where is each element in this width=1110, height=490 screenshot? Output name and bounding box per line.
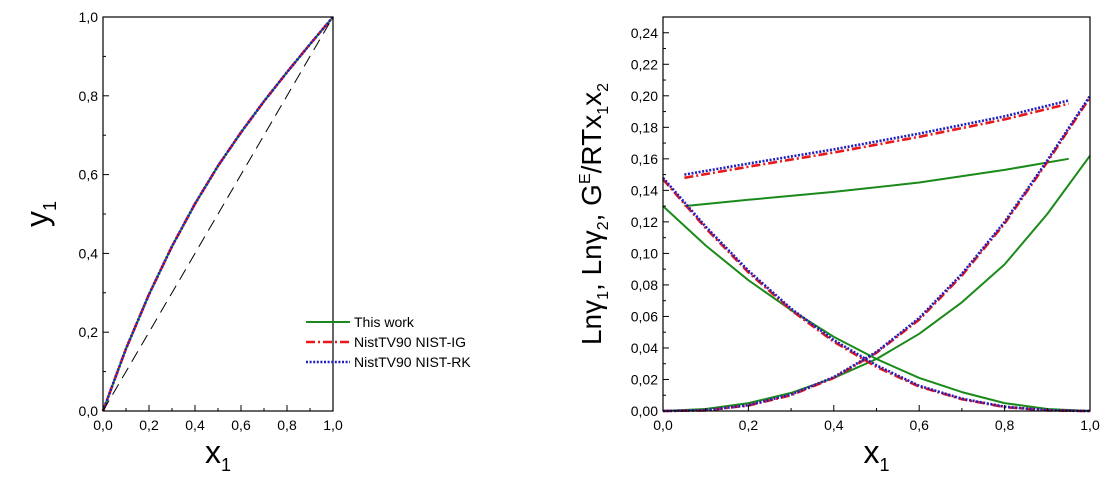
x-tick-label: 0,0 (653, 417, 673, 433)
chart-left: 0,0 0,2 0,4 0,6 0,8 1,0 0,0 0,2 0,4 0,6 0,8 1,0 x1 y1… (19, 9, 471, 475)
y-tick-label: 0,8 (79, 88, 99, 104)
y-tick-label: 0,4 (79, 245, 99, 261)
x-tick-label: 0,0 (93, 417, 113, 433)
series-line-2 (662, 155, 1091, 412)
series-line-9 (684, 99, 1070, 176)
y-axis-label: y1 (19, 201, 60, 227)
x-tick-label: 0,2 (139, 417, 159, 433)
y-tick-label: 0,04 (631, 340, 658, 356)
series-line-6 (684, 102, 1070, 180)
series-line-7 (662, 176, 1091, 413)
y-tick-label: 0,02 (631, 371, 658, 387)
x-tick-label: 0,2 (739, 417, 759, 433)
legend-label: NistTV90 NIST-IG (354, 334, 466, 350)
y-tick-label: 0,12 (631, 214, 658, 230)
x-axis-label: x1 (205, 434, 231, 475)
y-tick-label: 1,0 (79, 9, 99, 25)
y-tick-label: 0,16 (631, 151, 658, 167)
chart-right: 0,0 0,2 0,4 0,6 0,8 1,0 0,00 0,02 0,04 0,06 0,08 0,… (576, 16, 1100, 475)
y-tick-label: 0,10 (631, 245, 658, 261)
x-tick-label: 1,0 (323, 417, 343, 433)
y-tick-label: 0,0 (79, 403, 99, 419)
y-tick-label: 0,24 (631, 25, 658, 41)
series-line-8 (662, 95, 1092, 413)
y-tick-label: 0,14 (631, 182, 658, 198)
y-tick-label: 0,20 (631, 88, 658, 104)
series-line-4 (662, 178, 1091, 413)
series-line-1 (662, 205, 1091, 412)
x-tick-label: 0,8 (277, 417, 297, 433)
y-tick-label: 0,00 (631, 403, 658, 419)
legend-label: NistTV90 NIST-RK (354, 354, 471, 370)
x-tick-label: 0,4 (185, 417, 205, 433)
x-tick-label: 0,8 (995, 417, 1015, 433)
y-axis-label: Lnγ1, Lnγ2, GE/RTx1x2 (576, 83, 612, 345)
x-tick-label: 0,6 (909, 417, 929, 433)
x-axis-label: x1 (863, 434, 889, 475)
y-tick-label: 0,6 (79, 167, 99, 183)
legend-label: This work (354, 314, 415, 330)
x-tick-label: 0,6 (231, 417, 251, 433)
y-tick-label: 0,2 (79, 324, 99, 340)
y-tick-label: 0,18 (631, 119, 658, 135)
series-line-3 (101, 16, 334, 412)
y-tick-label: 0,06 (631, 308, 658, 324)
y-tick-label: 0,22 (631, 56, 658, 72)
x-tick-label: 1,0 (1080, 417, 1100, 433)
series-line-4 (102, 16, 334, 412)
legend: This work NistTV90 NIST-IG NistTV90 NIST-R… (306, 314, 471, 370)
series-line-3 (684, 157, 1069, 208)
x-tick-label: 0,4 (824, 417, 844, 433)
y-tick-label: 0,08 (631, 277, 658, 293)
